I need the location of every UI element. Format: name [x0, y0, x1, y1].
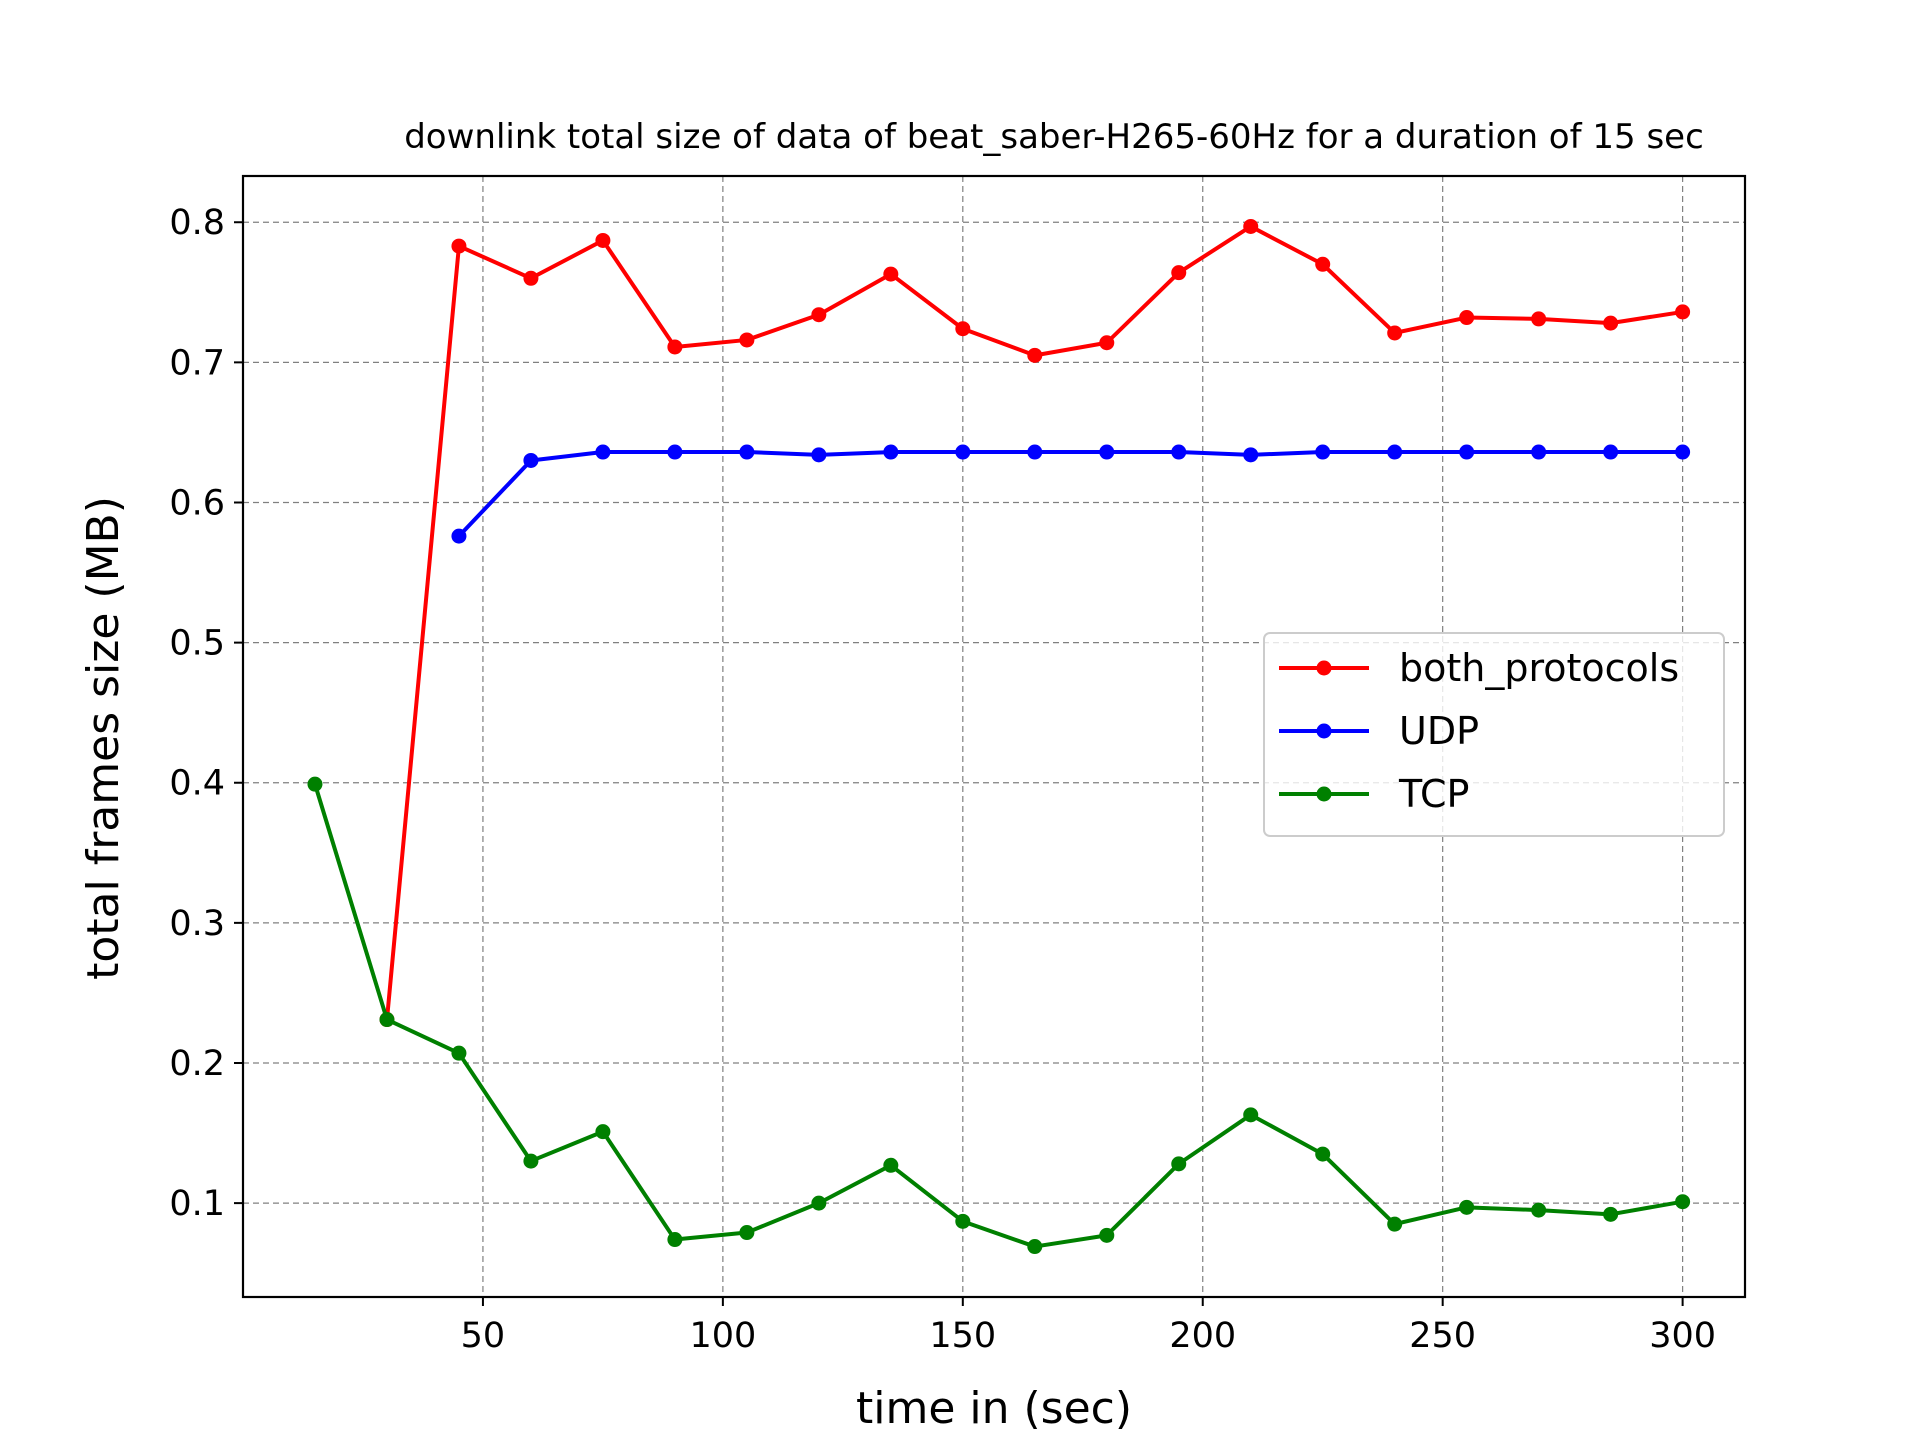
x-tick-label: 300 — [1649, 1316, 1716, 1356]
y-tick-label: 0.5 — [169, 624, 225, 664]
data-point — [1315, 444, 1331, 460]
data-point — [1531, 444, 1547, 460]
legend-swatch-marker — [1316, 786, 1332, 802]
legend-item-TCP: TCP — [1279, 772, 1469, 816]
data-point — [955, 444, 971, 460]
y-axis-label: total frames size (MB) — [78, 496, 129, 980]
data-point — [1603, 444, 1619, 460]
data-point — [811, 1195, 827, 1211]
legend-swatch-marker — [1316, 660, 1332, 676]
x-axis-label: time in (sec) — [856, 1383, 1132, 1434]
chart-title: downlink total size of data of beat_sabe… — [404, 117, 1704, 157]
data-point — [595, 444, 611, 460]
data-point — [883, 266, 899, 282]
data-point — [1243, 1107, 1259, 1123]
series-layer — [307, 218, 1691, 1255]
data-point — [1603, 315, 1619, 331]
data-point — [1603, 1206, 1619, 1222]
data-point — [883, 444, 899, 460]
series-TCP — [307, 776, 1691, 1255]
legend: both_protocols UDP TCP — [1263, 632, 1725, 837]
series-line-TCP — [313, 783, 1683, 1249]
y-tick-label: 0.1 — [169, 1184, 225, 1224]
data-point — [955, 1213, 971, 1229]
data-point — [667, 339, 683, 355]
data-point — [1315, 1146, 1331, 1162]
data-point — [595, 1124, 611, 1140]
legend-item-UDP: UDP — [1279, 709, 1479, 753]
y-tick-label: 0.3 — [169, 904, 225, 944]
data-point — [1027, 444, 1043, 460]
y-tick-label: 0.4 — [169, 764, 225, 804]
data-point — [1243, 447, 1259, 463]
data-point — [1531, 1202, 1547, 1218]
data-point — [1099, 444, 1115, 460]
data-point — [739, 332, 755, 348]
x-tick-label: 100 — [689, 1316, 756, 1356]
data-point — [1387, 1216, 1403, 1232]
data-point — [451, 238, 467, 254]
data-point — [523, 1153, 539, 1169]
data-point — [595, 232, 611, 248]
legend-label: TCP — [1398, 772, 1469, 816]
data-point — [523, 452, 539, 468]
data-point — [667, 444, 683, 460]
data-point — [1027, 347, 1043, 363]
data-point — [307, 776, 323, 792]
y-tick-label: 0.6 — [169, 483, 225, 523]
data-point — [811, 447, 827, 463]
plot-area-frame — [241, 174, 1747, 1299]
data-point — [1243, 218, 1259, 234]
data-point — [811, 307, 827, 323]
data-point — [1675, 304, 1691, 320]
y-tick-label: 0.2 — [169, 1044, 225, 1084]
series-both_protocols — [379, 218, 1691, 1028]
data-point — [451, 528, 467, 544]
legend-frame — [1263, 632, 1725, 837]
data-point — [1171, 1156, 1187, 1172]
data-point — [1171, 265, 1187, 281]
data-point — [1099, 335, 1115, 351]
data-point — [379, 1012, 395, 1028]
data-point — [955, 321, 971, 337]
data-point — [451, 1045, 467, 1061]
series-line-both_protocols — [384, 224, 1683, 1020]
data-point — [1459, 444, 1475, 460]
data-point — [1027, 1239, 1043, 1255]
data-point — [1675, 444, 1691, 460]
data-point — [1387, 444, 1403, 460]
data-point — [1315, 256, 1331, 272]
series-UDP — [451, 444, 1691, 544]
series-line-UDP — [457, 450, 1683, 538]
data-point — [1675, 1194, 1691, 1210]
legend-swatch-marker — [1316, 723, 1332, 739]
x-tick-label: 50 — [461, 1316, 506, 1356]
axis-ticks: 50 100 150 200 250 300 0.1 0.2 0.3 0.4 0.5 0.6 0.7 0.… — [169, 203, 1716, 1356]
data-point — [523, 270, 539, 286]
legend-label: both_protocols — [1399, 646, 1679, 690]
x-tick-label: 200 — [1169, 1316, 1236, 1356]
y-tick-label: 0.8 — [169, 203, 225, 243]
data-point — [1459, 1199, 1475, 1215]
data-point — [1171, 444, 1187, 460]
legend-item-both_protocols: both_protocols — [1279, 646, 1679, 690]
data-point — [1459, 310, 1475, 326]
legend-label: UDP — [1399, 709, 1479, 753]
data-point — [1531, 311, 1547, 327]
data-point — [739, 444, 755, 460]
data-point — [667, 1232, 683, 1248]
data-point — [1099, 1227, 1115, 1243]
data-point — [883, 1157, 899, 1173]
x-tick-label: 150 — [929, 1316, 996, 1356]
data-point — [1387, 325, 1403, 341]
y-tick-label: 0.7 — [169, 343, 225, 383]
x-tick-label: 250 — [1409, 1316, 1476, 1356]
data-point — [739, 1225, 755, 1241]
grid-lines — [243, 176, 1745, 1297]
